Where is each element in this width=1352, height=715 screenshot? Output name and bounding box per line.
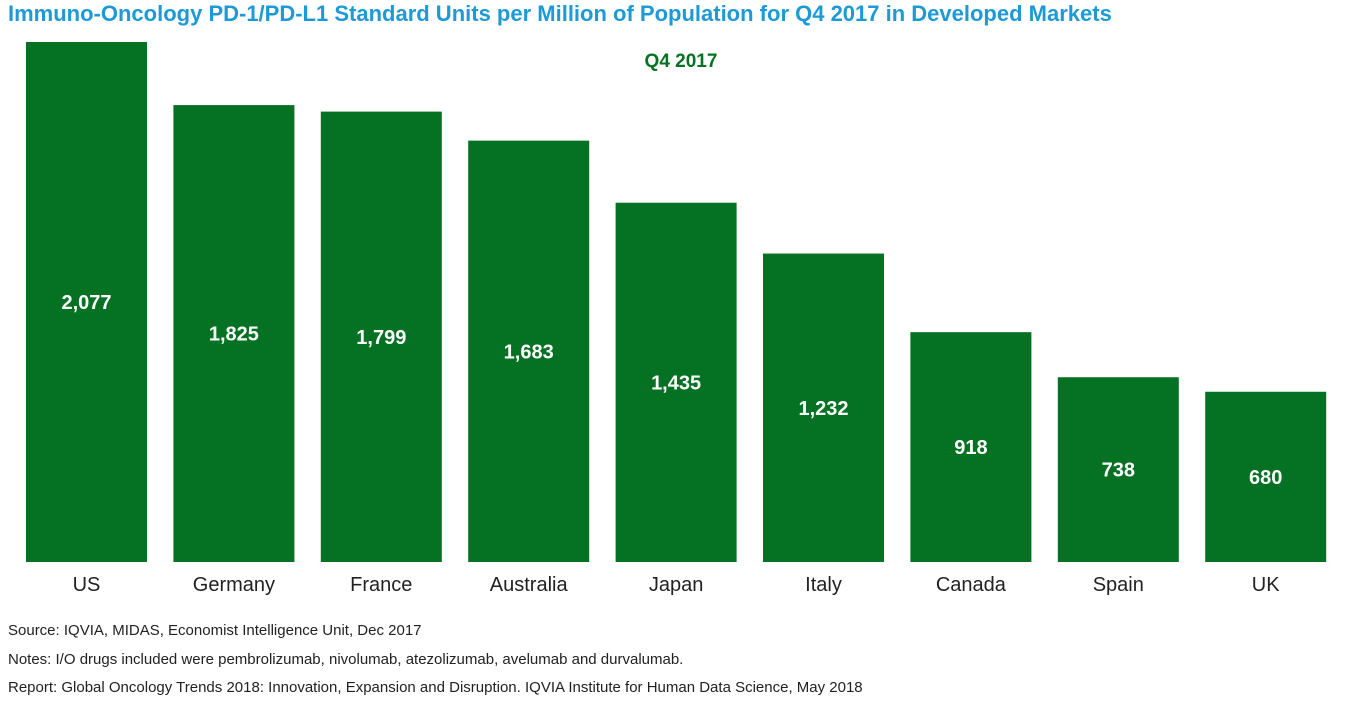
bar-value-label: 918	[954, 437, 987, 459]
bar-us	[26, 42, 147, 562]
x-tick-label: Australia	[490, 574, 569, 596]
bar-australia	[468, 140, 590, 562]
chart-subtitle: Q4 2017	[645, 51, 718, 72]
x-tick-label: Japan	[649, 574, 704, 596]
bar-value-label: 1,825	[209, 324, 259, 346]
bar-france	[320, 111, 442, 562]
bar-value-label: 680	[1249, 467, 1282, 489]
bar-spain	[1057, 377, 1179, 562]
bar-canada	[910, 332, 1032, 562]
chart-title: Immuno-Oncology PD-1/PD-L1 Standard Unit…	[8, 1, 1112, 26]
x-tick-label: Germany	[193, 574, 275, 596]
x-tick-label: US	[73, 574, 101, 596]
x-tick-label: UK	[1252, 574, 1280, 596]
x-tick-label: Spain	[1093, 574, 1144, 596]
bar-value-label: 1,799	[356, 327, 406, 349]
bar-japan	[615, 202, 737, 563]
x-tick-label: Canada	[936, 574, 1007, 596]
x-tick-label: France	[350, 574, 412, 596]
bar-uk	[1205, 391, 1327, 562]
notes-text: Notes: I/O drugs included were pembroliz…	[8, 651, 684, 668]
bar-value-label: 2,077	[61, 292, 111, 314]
bar-value-label: 1,232	[798, 398, 848, 420]
report-citation: Report: Global Oncology Trends 2018: Inn…	[8, 679, 863, 696]
bar-chart: Q4 2017 2,077 US 1,825 Germany 1,799 France 1,…	[26, 42, 1327, 596]
bar-value-label: 738	[1102, 460, 1135, 482]
bar-germany	[173, 105, 295, 562]
bar-value-label: 1,683	[504, 341, 554, 363]
source-note: Source: IQVIA, MIDAS, Economist Intellig…	[8, 622, 422, 639]
bar-value-label: 1,435	[651, 372, 701, 394]
x-tick-label: Italy	[805, 574, 842, 596]
bar-italy	[763, 253, 884, 563]
